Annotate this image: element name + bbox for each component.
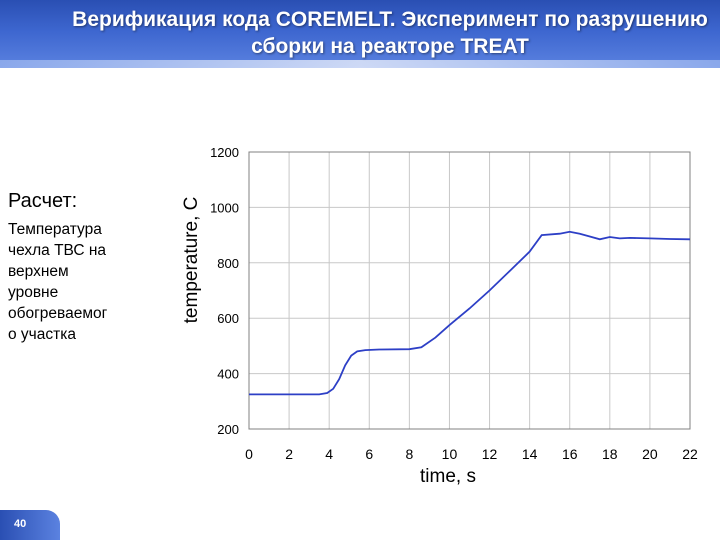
temperature-series-line: [249, 230, 691, 396]
slide-title: Верификация кода COREMELT. Эксперимент п…: [72, 8, 708, 58]
y-tick-label: 600: [217, 311, 239, 326]
x-axis-label: time, s: [420, 466, 476, 487]
page-number: 40: [14, 518, 27, 530]
side-heading: Расчет:: [8, 190, 158, 213]
y-tick-label: 1000: [210, 200, 239, 215]
y-tick-labels: 200 400 600 800 1000 1200: [210, 145, 239, 437]
x-tick-label: 8: [405, 446, 413, 462]
y-axis-label: temperature, C: [181, 197, 202, 324]
x-tick-label: 4: [325, 446, 333, 462]
x-tick-label: 10: [442, 446, 458, 462]
x-tick-labels: 0 2 4 6 8 10 12 14 16 18 20 22: [245, 446, 698, 462]
x-tick-label: 22: [682, 446, 698, 462]
x-tick-label: 6: [365, 446, 373, 462]
y-tick-label: 200: [217, 422, 239, 437]
x-tick-label: 20: [642, 446, 658, 462]
x-tick-label: 14: [522, 446, 538, 462]
y-tick-label: 400: [217, 367, 239, 382]
grid-lines: [248, 151, 691, 430]
x-tick-label: 2: [285, 446, 293, 462]
plot-frame: [248, 151, 691, 430]
x-tick-label: 16: [562, 446, 578, 462]
header-band: [0, 0, 720, 68]
x-tick-label: 12: [482, 446, 498, 462]
x-tick-label: 18: [602, 446, 618, 462]
y-tick-label: 800: [217, 256, 239, 271]
side-heading-colon: :: [71, 190, 78, 212]
header-stripe: [0, 60, 720, 68]
side-text-block: Расчет: Температура чехла ТВС на верхнем…: [8, 190, 158, 345]
y-tick-label: 1200: [210, 145, 239, 160]
page-number-badge: [0, 510, 60, 540]
x-tick-label: 0: [245, 446, 253, 462]
side-heading-word: Расчет: [8, 190, 72, 212]
side-description: Температура чехла ТВС на верхнем уровне …: [8, 221, 108, 343]
